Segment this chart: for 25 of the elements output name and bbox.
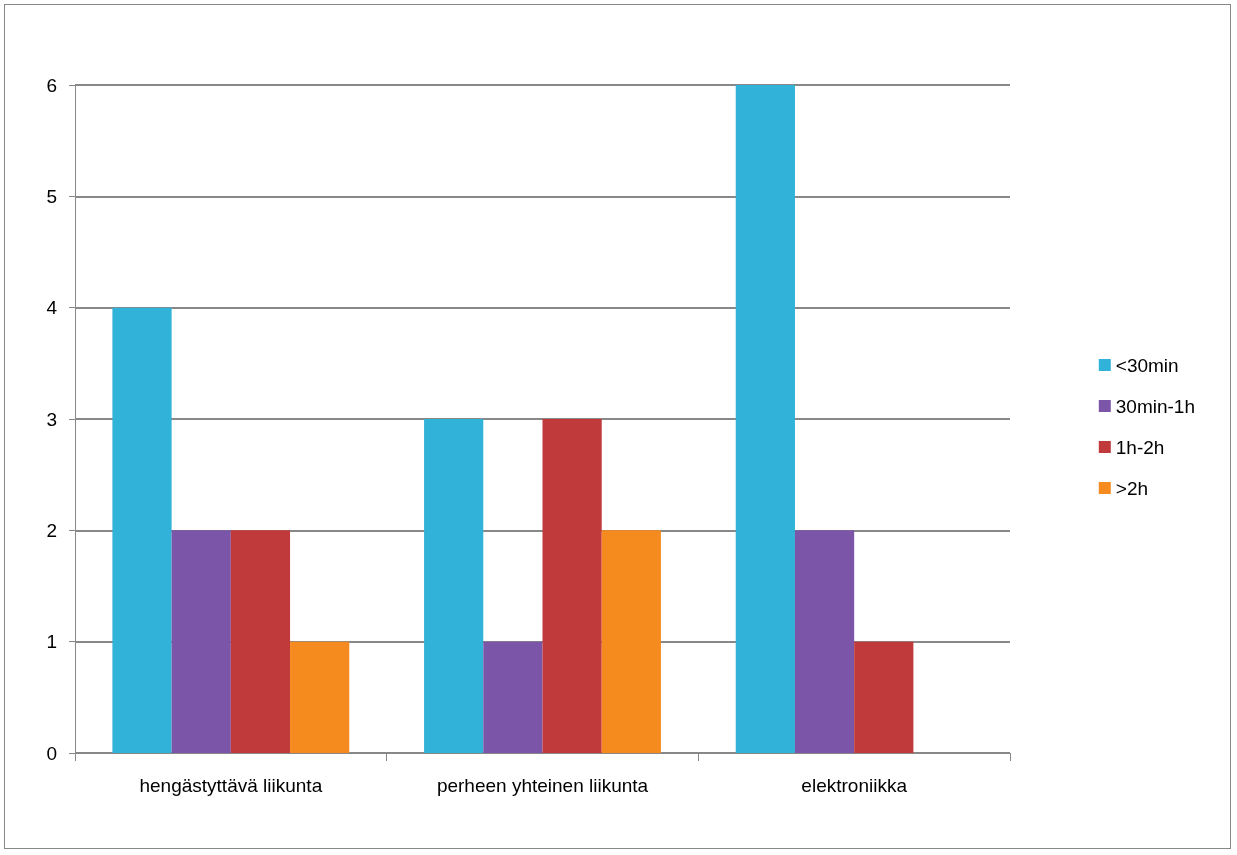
bar: [854, 641, 914, 753]
y-tick-label: 0: [46, 742, 57, 764]
bar: [290, 641, 350, 753]
y-tick-label: 3: [46, 408, 57, 430]
legend-label: >2h: [1115, 477, 1149, 499]
x-tick-label: hengästyttävä liikunta: [139, 774, 323, 796]
x-tick-label: perheen yhteinen liikunta: [436, 774, 649, 796]
bar: [483, 641, 543, 753]
legend-label: 30min-1h: [1115, 395, 1196, 417]
bar: [542, 419, 602, 753]
x-tick-label: elektroniikka: [801, 774, 908, 796]
bar: [735, 85, 795, 753]
bar: [230, 530, 291, 753]
bar: [601, 530, 661, 753]
bar: [112, 307, 172, 753]
legend-label: <30min: [1115, 354, 1179, 376]
y-tick-label: 5: [46, 185, 57, 207]
y-tick-label: 2: [46, 519, 57, 541]
bar: [424, 419, 484, 753]
bar: [794, 530, 855, 753]
y-tick-label: 4: [46, 297, 58, 319]
legend-label: 1h-2h: [1115, 436, 1165, 458]
bar: [171, 530, 231, 753]
y-tick-label: 1: [46, 631, 57, 653]
y-tick-label: 6: [46, 74, 57, 96]
